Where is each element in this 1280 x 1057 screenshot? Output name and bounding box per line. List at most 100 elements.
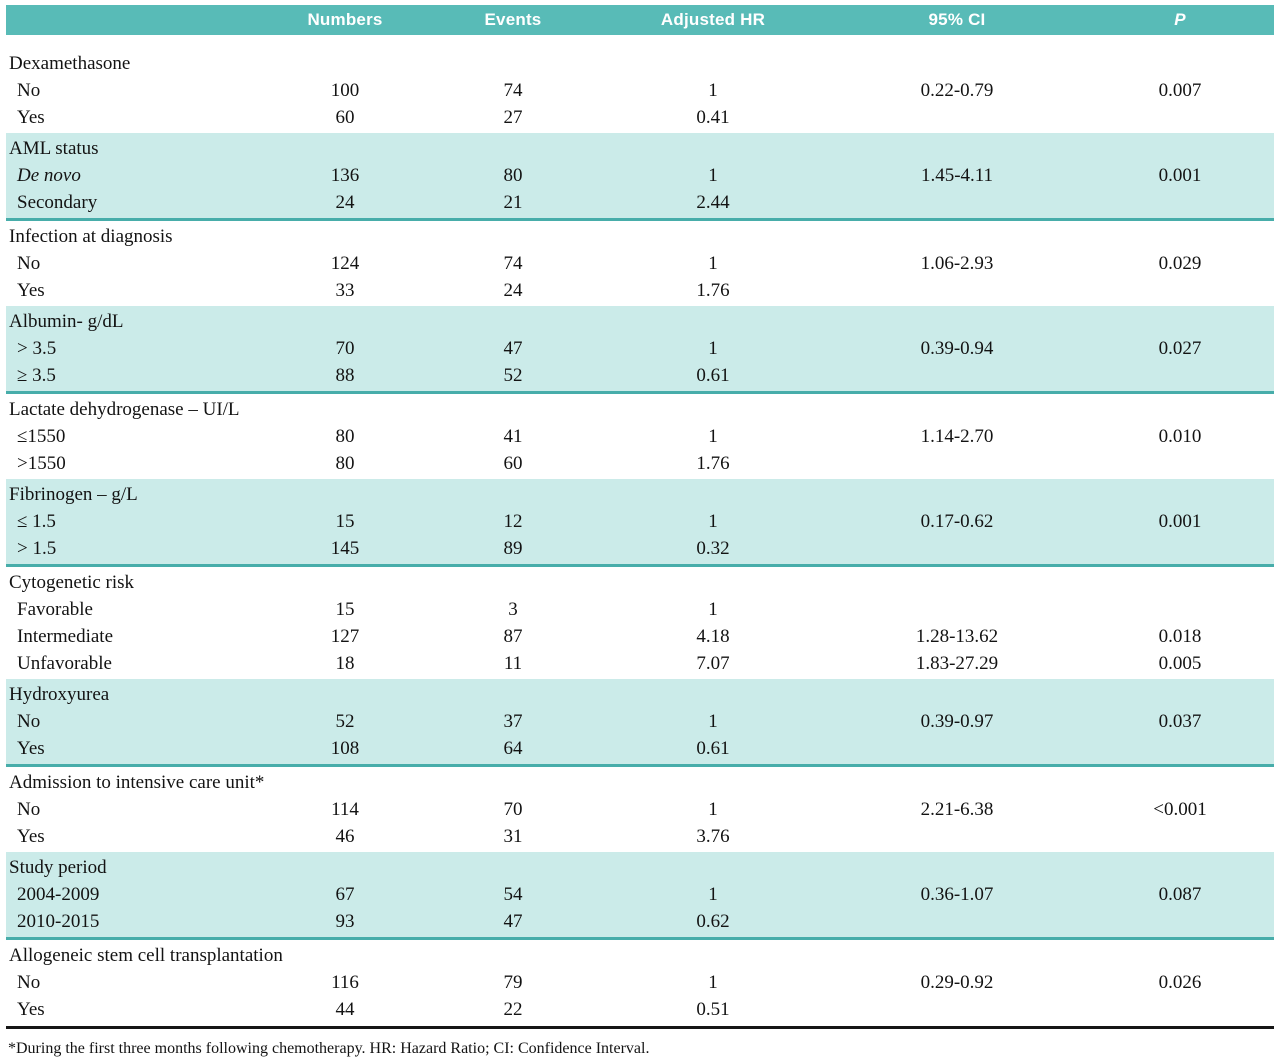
cell-hr: 1 [708,426,718,447]
table-row: Yes 46 31 3.76 [6,823,1274,850]
cell-numbers: 24 [335,192,355,213]
cell-ci [828,596,1086,623]
cell-numbers: 108 [330,738,360,759]
cell-numbers: 15 [335,511,355,532]
cell-numbers: 80 [335,426,355,447]
cell-p: 0.029 [1158,253,1202,274]
column-header-adjusted-hr: Adjusted HR [660,10,766,29]
cell-label: De novo [17,165,81,186]
cell-p [1086,104,1274,131]
table-section: Albumin- g/dL > 3.5 70 47 1 0.39-0.94 0.027 ≥ 3… [6,306,1274,394]
table-row: 2004-2009 67 54 1 0.36-1.07 0.087 [6,881,1274,908]
table-row: ≤ 1.5 15 12 1 0.17-0.62 0.001 [6,508,1274,535]
cell-ci: 0.36-1.07 [920,884,994,905]
cell-numbers: 114 [331,799,359,820]
cell-numbers: 127 [330,626,360,647]
table-row: Yes 44 22 0.51 [6,996,1274,1023]
cell-events: 31 [503,826,523,847]
cell-numbers: 70 [335,338,355,359]
cell-numbers: 46 [335,826,355,847]
table-row: No 124 74 1 1.06-2.93 0.029 [6,250,1274,277]
section-label: Dexamethasone [9,53,131,74]
cell-ci: 0.22-0.79 [920,80,994,101]
cell-events: 22 [503,999,523,1020]
cell-p [1086,908,1274,935]
table-row: Intermediate 127 87 4.18 1.28-13.62 0.018 [6,623,1274,650]
cell-events: 74 [503,253,523,274]
cell-ci [828,996,1086,1023]
table-section: Cytogenetic risk Favorable 15 3 1 Intermediat… [6,567,1274,679]
table-row: >1550 80 60 1.76 [6,450,1274,477]
cell-ci: 1.28-13.62 [915,626,999,647]
cell-hr: 1.76 [696,280,730,301]
cell-events: 21 [503,192,523,213]
column-header-95ci: 95% CI [928,10,986,29]
table-row: No 52 37 1 0.39-0.97 0.037 [6,708,1274,735]
cell-ci [828,823,1086,850]
table-body: Dexamethasone No 100 74 1 0.22-0.79 0.007 Yes 60… [6,48,1274,1025]
column-header-events: Events [484,10,542,29]
cell-p: 0.027 [1158,338,1202,359]
section-label: Infection at diagnosis [9,226,173,247]
table-bottom-rule [6,1026,1274,1029]
cell-label: Yes [17,107,45,128]
cell-label: Secondary [17,192,98,213]
cell-events: 37 [503,711,523,732]
cell-events: 52 [503,365,523,386]
cell-events: 70 [503,799,523,820]
table-row: No 100 74 1 0.22-0.79 0.007 [6,77,1274,104]
cell-numbers: 60 [335,107,355,128]
cell-p [1086,996,1274,1023]
table-section: Admission to intensive care unit* No 114 70… [6,767,1274,852]
cell-hr: 7.07 [696,653,730,674]
cell-p [1086,277,1274,304]
cell-events: 87 [503,626,523,647]
cell-hr: 1 [708,253,718,274]
cell-label: ≤ 1.5 [17,511,56,532]
cell-numbers: 18 [335,653,355,674]
cell-ci: 1.14-2.70 [920,426,994,447]
cell-ci: 0.39-0.97 [920,711,994,732]
section-label: Allogeneic stem cell transplantation [9,945,283,966]
cell-ci [828,277,1086,304]
section-label: Study period [9,857,107,878]
table-row: Secondary 24 21 2.44 [6,189,1274,216]
cell-label: No [17,253,41,274]
table-row: No 116 79 1 0.29-0.92 0.026 [6,969,1274,996]
cell-label: ≥ 3.5 [17,365,56,386]
cell-numbers: 44 [335,999,355,1020]
cell-numbers: 52 [335,711,355,732]
cell-p [1086,189,1274,216]
cell-events: 47 [503,911,523,932]
cell-label: Favorable [17,599,93,620]
table-row: Yes 60 27 0.41 [6,104,1274,131]
cell-ci [828,450,1086,477]
table-section: Allogeneic stem cell transplantation No 11… [6,940,1274,1025]
table-row: > 3.5 70 47 1 0.39-0.94 0.027 [6,335,1274,362]
cell-ci [828,104,1086,131]
table-row: No 114 70 1 2.21-6.38 <0.001 [6,796,1274,823]
cell-events: 27 [503,107,523,128]
cell-p [1086,535,1274,562]
table-row: Unfavorable 18 11 7.07 1.83-27.29 0.005 [6,650,1274,677]
table-row: 2010-2015 93 47 0.62 [6,908,1274,935]
cell-ci: 1.45-4.11 [920,165,994,186]
cell-p: 0.018 [1158,626,1202,647]
cell-p [1086,450,1274,477]
cell-label: >1550 [17,453,66,474]
cell-p: 0.026 [1158,972,1202,993]
cell-label: No [17,972,41,993]
cell-ci [828,189,1086,216]
cell-label: 2010-2015 [17,911,100,932]
cell-events: 64 [503,738,523,759]
section-label: Albumin- g/dL [9,311,124,332]
cell-ci [828,362,1086,389]
cell-numbers: 124 [330,253,360,274]
cell-numbers: 100 [330,80,360,101]
cell-label: No [17,711,41,732]
section-label: Hydroxyurea [9,684,110,705]
cell-ci: 2.21-6.38 [920,799,994,820]
table-row: Yes 108 64 0.61 [6,735,1274,762]
cell-hr: 1 [708,165,718,186]
